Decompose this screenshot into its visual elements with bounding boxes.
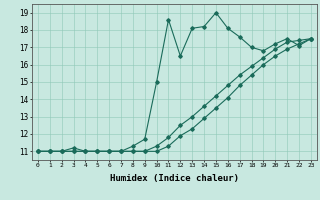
X-axis label: Humidex (Indice chaleur): Humidex (Indice chaleur) xyxy=(110,174,239,183)
